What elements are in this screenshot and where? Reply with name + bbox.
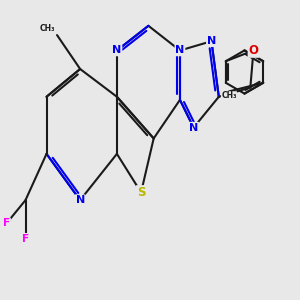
Text: F: F	[22, 234, 29, 244]
Text: N: N	[112, 46, 122, 56]
Text: N: N	[175, 46, 184, 56]
Text: F: F	[3, 218, 10, 228]
Text: S: S	[137, 186, 145, 199]
Text: CH₃: CH₃	[221, 92, 237, 100]
Text: O: O	[248, 44, 259, 57]
Text: N: N	[189, 123, 198, 133]
Text: N: N	[76, 195, 85, 205]
Text: N: N	[207, 36, 216, 46]
Text: CH₃: CH₃	[40, 24, 56, 33]
